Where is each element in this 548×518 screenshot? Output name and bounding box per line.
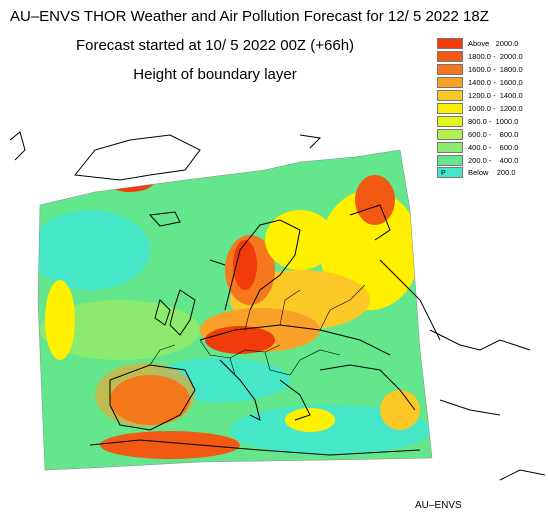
legend-item: 800.0 - 1000.0	[437, 115, 545, 127]
coastlines	[9, 131, 546, 481]
legend-swatch	[437, 50, 463, 62]
legend-item: 1000.0 - 1200.0	[437, 102, 545, 114]
legend-item: 1600.0 - 1800.0	[437, 63, 545, 75]
legend-label: Above 2000.0	[468, 38, 519, 48]
legend-swatch	[437, 141, 463, 153]
color-legend: Above 2000.0 1800.0 - 2000.0 1600.0 - 1800…	[437, 37, 545, 180]
legend-item: 600.0 - 800.0	[437, 128, 545, 140]
legend-item: P Below 200.0	[437, 167, 545, 179]
forecast-start: Forecast started at 10/ 5 2022 00Z (+66h…	[75, 37, 355, 54]
legend-swatch	[437, 37, 463, 49]
credit-label: AU–ENVS	[415, 500, 462, 511]
field-name: Height of boundary layer	[133, 66, 297, 83]
legend-swatch	[437, 128, 463, 140]
legend-label: 1800.0 - 2000.0	[468, 51, 523, 61]
boundary-layer-field	[38, 150, 432, 470]
map-title: AU–ENVS THOR Weather and Air Pollution F…	[10, 8, 489, 25]
legend-label: 600.0 - 800.0	[468, 129, 519, 139]
legend-swatch	[437, 115, 463, 127]
legend-swatch	[437, 89, 463, 101]
legend-label: 1200.0 - 1400.0	[468, 90, 523, 100]
legend-item: 200.0 - 400.0	[437, 154, 545, 166]
legend-swatch	[437, 102, 463, 114]
legend-swatch	[437, 76, 463, 88]
legend-label: 200.0 - 400.0	[468, 155, 519, 165]
country-borders	[149, 284, 366, 376]
legend-item: 1200.0 - 1400.0	[437, 89, 545, 101]
legend-label: 1600.0 - 1800.0	[468, 64, 523, 74]
legend-item: 1400.0 - 1600.0	[437, 76, 545, 88]
legend-swatch	[437, 63, 463, 75]
legend-item: 400.0 - 600.0	[437, 141, 545, 153]
forecast-map	[9, 131, 546, 481]
legend-item: Above 2000.0	[437, 37, 545, 49]
legend-label: 800.0 - 1000.0	[468, 116, 519, 126]
legend-label: 1000.0 - 1200.0	[468, 103, 523, 113]
legend-label: 1400.0 - 1600.0	[468, 77, 523, 87]
legend-label: 400.0 - 600.0	[468, 142, 519, 152]
legend-label: Below 200.0	[468, 168, 516, 178]
legend-swatch: P	[437, 167, 463, 179]
legend-item: 1800.0 - 2000.0	[437, 50, 545, 62]
legend-swatch	[437, 154, 463, 166]
